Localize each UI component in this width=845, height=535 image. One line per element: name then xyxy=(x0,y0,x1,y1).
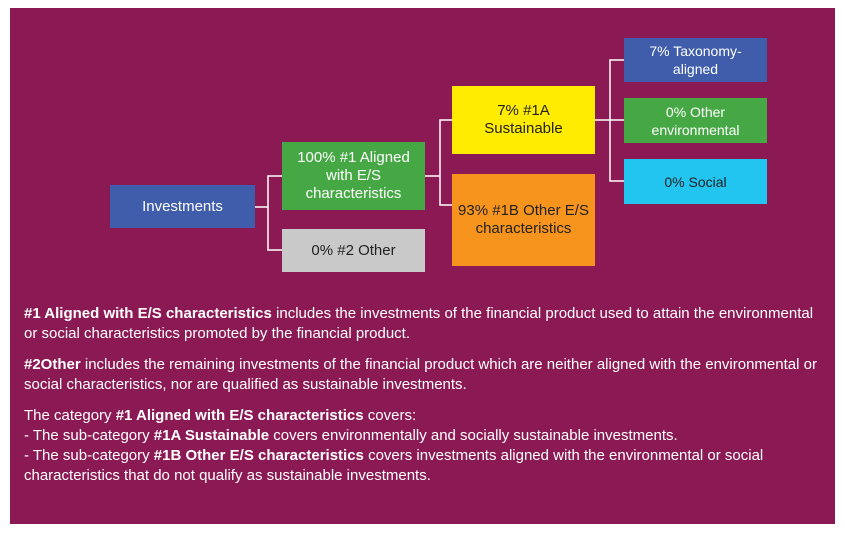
bold-text: #1 Aligned with E/S characteristics xyxy=(115,407,364,424)
text-line: - The sub-category #1A Sustainable cover… xyxy=(24,426,824,446)
node-box: 7% Taxonomy-aligned xyxy=(624,38,767,82)
node-box: 7% #1A Sustainable xyxy=(452,86,595,154)
paragraph: #1 Aligned with E/S characteristics incl… xyxy=(24,304,824,344)
text: The category xyxy=(24,407,116,424)
text: - The sub-category xyxy=(24,447,154,464)
notes: #1 Aligned with E/S characteristics incl… xyxy=(24,304,824,497)
text: includes the investments of the financia… xyxy=(24,305,818,342)
text: covers environmentally and socially sust… xyxy=(269,427,678,444)
node-box: 0% #2 Other xyxy=(282,229,425,272)
bold-text: #1 Aligned with E/S characteristics xyxy=(24,305,272,322)
bold-text: #1B Other E/S characteristics xyxy=(153,447,364,464)
paragraph: #2Other includes the remaining investmen… xyxy=(24,355,824,395)
text-line: #2Other includes the remaining investmen… xyxy=(24,355,824,395)
bold-text: #2Other xyxy=(24,356,81,373)
text: covers: xyxy=(363,407,417,424)
bold-text: #1A Sustainable xyxy=(153,427,270,444)
text-line: #1 Aligned with E/S characteristics incl… xyxy=(24,304,824,344)
text: - The sub-category xyxy=(24,427,154,444)
text: includes the remaining investments of th… xyxy=(24,356,822,393)
connector xyxy=(439,119,452,206)
node-box: 0% Social xyxy=(624,159,767,204)
connector xyxy=(267,175,282,251)
paragraph: The category #1 Aligned with E/S charact… xyxy=(24,406,824,486)
text: covers investments aligned with the envi… xyxy=(24,447,768,484)
text-line: - The sub-category #1B Other E/S charact… xyxy=(24,446,824,486)
node-box: 100% #1 Aligned with E/S characteristics xyxy=(282,142,425,210)
node-box: 93% #1B Other E/S characteristics xyxy=(452,174,595,266)
text-line: The category #1 Aligned with E/S charact… xyxy=(24,406,824,426)
node-box: 0% Other environmental xyxy=(624,98,767,143)
node-box: Investments xyxy=(110,185,255,228)
